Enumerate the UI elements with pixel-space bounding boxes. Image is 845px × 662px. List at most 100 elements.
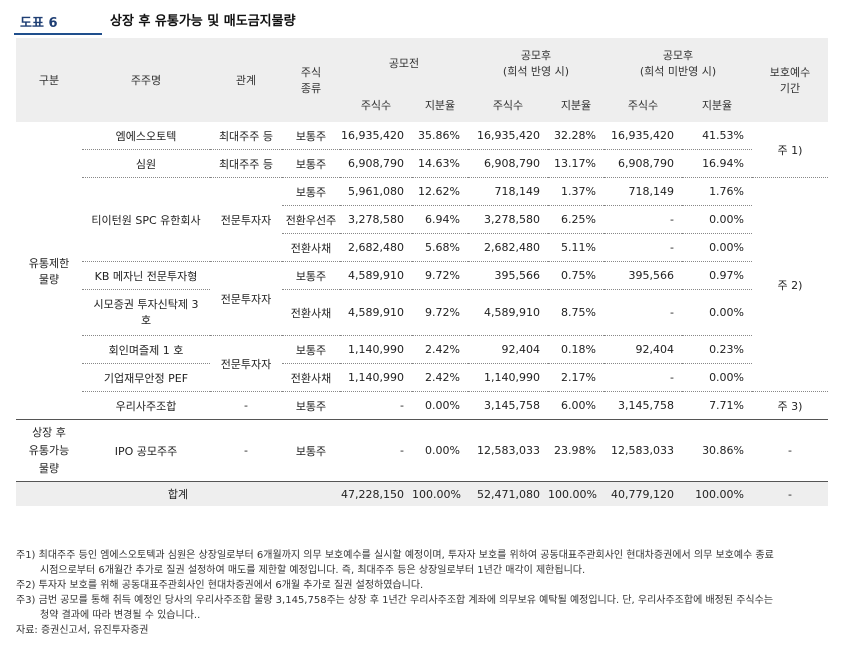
total-dilution-ratio: 100.00% xyxy=(548,487,597,501)
table-row: 우리사주조합 - 보통주 - 0.00% 3,145,758 6.00% 3,1… xyxy=(16,391,829,420)
cell-type: 보통주 xyxy=(282,177,340,206)
cell-dilution-ratio: 0.75% xyxy=(548,261,604,290)
cell-company: 기업재무안정 PEF xyxy=(82,363,210,392)
cell-lockup-note1: 주 1) xyxy=(752,122,829,178)
cell-nodilution-shares: 16,935,420 xyxy=(604,122,682,150)
cell-before-ratio: 2.42% xyxy=(412,335,468,364)
cell-nodilution-shares: 718,149 xyxy=(604,177,682,206)
footnote-3-cont: 청약 결과에 따라 변경될 수 있습니다.. xyxy=(40,610,201,621)
cell-dilution-ratio: 23.98% xyxy=(548,419,604,482)
cell-lockup-ipo: - xyxy=(752,419,829,482)
header-before: 공모전 xyxy=(340,38,468,88)
cell-relation: - xyxy=(210,391,282,420)
cell-relation: - xyxy=(210,419,282,482)
cell-company: 회인며즐제 1 호 xyxy=(82,335,210,364)
cell-dilution-shares: 16,935,420 xyxy=(468,122,548,150)
cell-dilution-ratio: 8.75% xyxy=(548,289,604,336)
header-company: 주주명 xyxy=(82,38,210,122)
cell-nodilution-ratio: 7.71% xyxy=(682,391,753,420)
cell-dilution-ratio: 32.28% xyxy=(548,122,604,150)
cell-dilution-shares: 1,140,990 xyxy=(468,363,548,392)
cell-nodilution-ratio: 0.00% xyxy=(682,363,753,392)
cell-dilution-shares: 92,404 xyxy=(468,335,548,364)
cell-dilution-shares: 4,589,910 xyxy=(468,289,548,336)
cell-before-ratio: 35.86% xyxy=(412,122,468,150)
group-tradable: 상장 후 유통가능 물량 xyxy=(16,419,82,482)
cell-before-shares: 1,140,990 xyxy=(340,335,412,364)
cell-before-shares: 6,908,790 xyxy=(340,149,412,178)
cell-dilution-shares: 2,682,480 xyxy=(468,233,548,262)
cell-relation: 최대주주 등 xyxy=(210,122,282,150)
total-nodilution-ratio: 100.00% xyxy=(695,487,745,501)
cell-dilution-shares: 12,583,033 xyxy=(468,419,548,482)
header-before-shares: 주식수 xyxy=(340,88,412,122)
cell-type: 보통주 xyxy=(282,391,340,420)
footnotes: 주1) 최대주주 등인 엠에스오토텍과 심원은 상장일로부터 6개월까지 의무 … xyxy=(16,548,836,638)
cell-nodilution-shares: 3,145,758 xyxy=(604,391,682,420)
cell-type: 보통주 xyxy=(282,335,340,364)
figure-title: 상장 후 유통가능 및 매도금지물량 xyxy=(110,14,296,29)
cell-before-shares: - xyxy=(340,419,412,482)
cell-type: 전환우선주 xyxy=(282,205,340,234)
cell-type: 보통주 xyxy=(282,261,340,290)
total-dilution-shares: 52,471,080 xyxy=(477,487,540,501)
cell-before-ratio: 2.42% xyxy=(412,363,468,392)
total-before-ratio: 100.00% xyxy=(412,487,461,501)
header-dilution-shares: 주식수 xyxy=(468,88,548,122)
cell-before-ratio: 0.00% xyxy=(412,419,468,482)
cell-before-ratio: 14.63% xyxy=(412,149,468,178)
cell-nodilution-ratio: 16.94% xyxy=(682,149,753,178)
cell-nodilution-ratio: 0.23% xyxy=(682,335,753,364)
cell-before-shares: 16,935,420 xyxy=(340,122,412,150)
cell-nodilution-ratio: 0.97% xyxy=(682,261,753,290)
total-nodilution-shares: 40,779,120 xyxy=(611,487,674,501)
cell-before-shares: 4,589,910 xyxy=(340,289,412,336)
footnote-3: 주3) 금번 공모를 통해 취득 예정인 당사의 우리사주조합 물량 3,145… xyxy=(16,595,774,606)
header-after-no-dilution: 공모후 (희석 미반영 시) xyxy=(604,38,753,88)
cell-company: KB 메자닌 전문투자형 xyxy=(82,261,210,290)
cell-dilution-shares: 3,278,580 xyxy=(468,205,548,234)
cell-type: 전환사채 xyxy=(282,289,340,336)
footnote-1: 주1) 최대주주 등인 엠에스오토텍과 심원은 상장일로부터 6개월까지 의무 … xyxy=(16,550,774,561)
cell-type: 보통주 xyxy=(282,149,340,178)
source-note: 자료: 증권신고서, 유진투자증권 xyxy=(16,625,149,636)
header-nodilution-shares: 주식수 xyxy=(604,88,682,122)
cell-company: 시모증권 투자신탁제 3 호 xyxy=(82,289,210,336)
cell-relation: 전문투자자 xyxy=(210,335,282,392)
header-stock-type: 주식 종류 xyxy=(282,38,340,122)
cell-before-ratio: 9.72% xyxy=(412,289,468,336)
cell-nodilution-ratio: 0.00% xyxy=(682,233,753,262)
cell-company: 티이턴원 SPC 유한회사 xyxy=(82,177,210,262)
cell-nodilution-ratio: 1.76% xyxy=(682,177,753,206)
cell-before-ratio: 0.00% xyxy=(412,391,468,420)
header-after-dilution: 공모후 (희석 반영 시) xyxy=(468,38,604,88)
cell-dilution-ratio: 6.25% xyxy=(548,205,604,234)
cell-type: 전환사채 xyxy=(282,363,340,392)
cell-nodilution-ratio: 0.00% xyxy=(682,205,753,234)
total-label: 합계 xyxy=(167,488,189,501)
cell-nodilution-shares: - xyxy=(604,289,682,336)
cell-type: 보통주 xyxy=(282,419,340,482)
table-row: 기업재무안정 PEF 전환사채 1,140,990 2.42% 1,140,99… xyxy=(16,363,828,392)
cell-dilution-shares: 6,908,790 xyxy=(468,149,548,178)
cell-before-ratio: 9.72% xyxy=(412,261,468,290)
total-before-shares: 47,228,150 xyxy=(341,487,404,501)
cell-company: 우리사주조합 xyxy=(82,391,210,420)
figure-label-underline xyxy=(14,33,102,35)
total-lockup: - xyxy=(788,487,792,501)
cell-dilution-shares: 395,566 xyxy=(468,261,548,290)
cell-before-ratio: 12.62% xyxy=(412,177,468,206)
cell-before-ratio: 6.94% xyxy=(412,205,468,234)
header-relation: 관계 xyxy=(210,38,282,122)
cell-nodilution-shares: 12,583,033 xyxy=(604,419,682,482)
cell-nodilution-ratio: 41.53% xyxy=(682,122,753,150)
cell-before-shares: 3,278,580 xyxy=(340,205,412,234)
cell-before-shares: - xyxy=(340,391,412,420)
table-row: KB 메자닌 전문투자형 전문투자자 보통주 4,589,910 9.72% 3… xyxy=(16,261,828,336)
table-row: 티이턴원 SPC 유한회사 전문투자자 보통주 5,961,080 12.62%… xyxy=(16,177,829,392)
cell-lockup-note2: 주 2) xyxy=(752,177,829,392)
cell-nodilution-ratio: 0.00% xyxy=(682,289,753,336)
cell-lockup-note3: 주 3) xyxy=(752,391,829,420)
figure-label: 도표 6 xyxy=(20,16,58,31)
cell-nodilution-shares: - xyxy=(604,233,682,262)
